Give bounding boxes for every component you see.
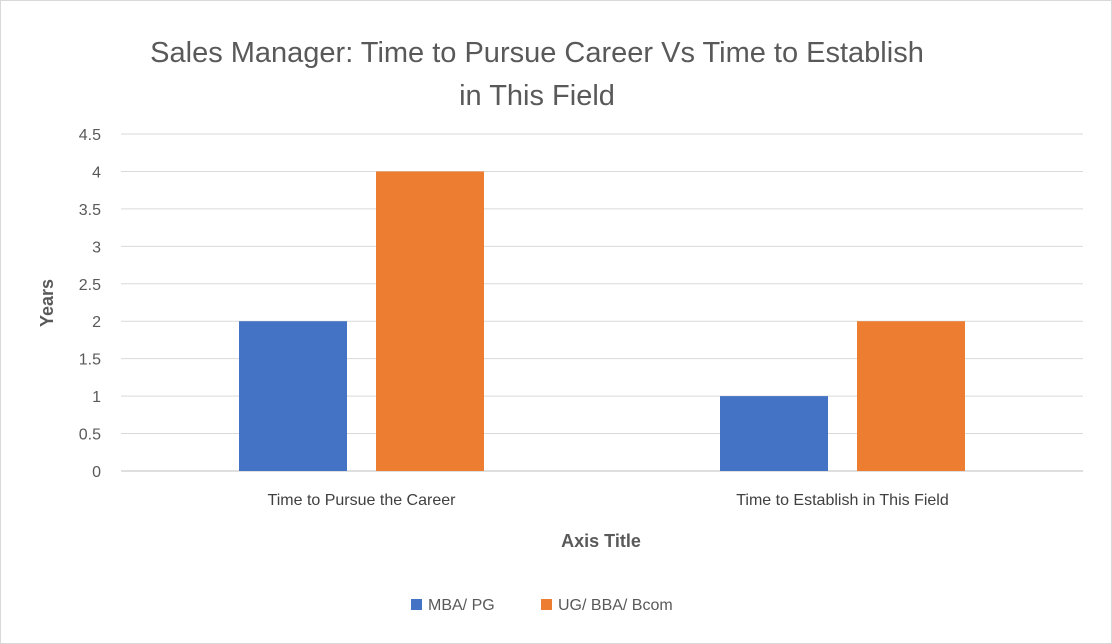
y-tick-label: 1: [92, 389, 101, 406]
y-tick-label: 2.5: [79, 277, 101, 294]
bar-series-1-cat-1: [239, 321, 347, 471]
bars: [239, 171, 965, 471]
legend-swatch: [541, 599, 552, 610]
y-tick-label: 0: [92, 464, 101, 481]
y-axis-tick-labels: 0 0.5 1 1.5 2 2.5 3 3.5 4 4.5: [79, 127, 101, 481]
y-axis-title: Years: [37, 279, 57, 327]
bar-series-2-cat-2: [857, 321, 965, 471]
legend-label: UG/ BBA/ Bcom: [558, 597, 673, 614]
legend-swatch: [411, 599, 422, 610]
legend-label: MBA/ PG: [428, 597, 495, 614]
chart-title-line-1: Sales Manager: Time to Pursue Career Vs …: [150, 37, 924, 69]
chart-title-line-2: in This Field: [459, 80, 615, 112]
y-tick-label: 4.5: [79, 127, 101, 144]
x-category-label: Time to Establish in This Field: [736, 492, 949, 509]
y-tick-label: 0.5: [79, 427, 101, 444]
x-axis-title: Axis Title: [561, 531, 641, 551]
y-tick-label: 4: [92, 164, 101, 181]
x-category-label: Time to Pursue the Career: [268, 492, 457, 509]
chart-title: Sales Manager: Time to Pursue Career Vs …: [150, 37, 924, 112]
bar-series-1-cat-2: [720, 396, 828, 471]
x-axis-category-labels: Time to Pursue the Career Time to Establi…: [268, 492, 949, 509]
y-tick-label: 3: [92, 239, 101, 256]
y-tick-label: 2: [92, 314, 101, 331]
bar-series-2-cat-1: [376, 171, 484, 471]
y-tick-label: 1.5: [79, 352, 101, 369]
y-tick-label: 3.5: [79, 202, 101, 219]
legend: MBA/ PG UG/ BBA/ Bcom: [411, 597, 673, 614]
